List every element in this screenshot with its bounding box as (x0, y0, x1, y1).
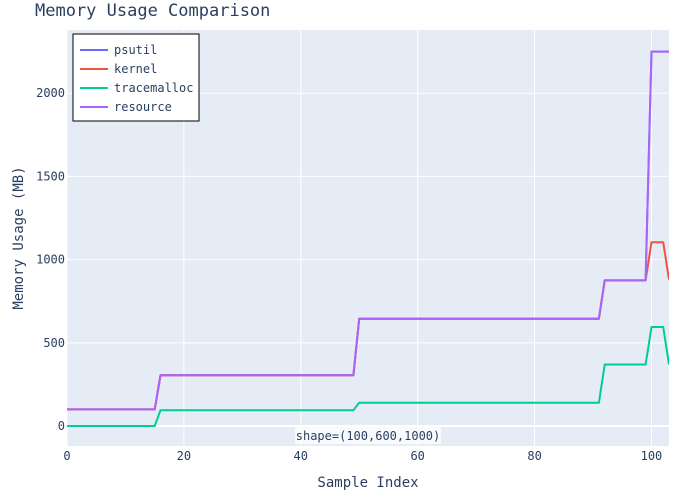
legend-item-kernel[interactable]: kernel (80, 62, 157, 76)
x-tick-label: 0 (63, 449, 70, 463)
grid-lines (66, 30, 669, 446)
y-tick-label: 2000 (36, 86, 65, 100)
x-axis-ticks: 0 20 40 60 80 100 (63, 449, 662, 463)
y-axis-ticks: 0 500 1000 1500 2000 (36, 86, 65, 433)
legend-item-tracemalloc[interactable]: tracemalloc (80, 81, 193, 95)
legend-item-psutil[interactable]: psutil (80, 43, 157, 57)
series-line-tracemalloc (67, 326, 669, 427)
y-tick-label: 0 (58, 419, 65, 433)
shape-annotation: shape=(100,600,1000) (295, 427, 441, 444)
series-line-resource (67, 50, 669, 411)
legend-label: resource (114, 100, 172, 114)
y-tick-label: 1500 (36, 169, 65, 183)
legend-label: kernel (114, 62, 157, 76)
legend-label: tracemalloc (114, 81, 193, 95)
y-tick-label: 500 (43, 336, 65, 350)
y-tick-label: 1000 (36, 253, 65, 267)
legend[interactable]: psutil kernel tracemalloc resource (72, 33, 200, 122)
x-tick-label: 60 (410, 449, 424, 463)
x-tick-label: 100 (641, 449, 663, 463)
x-tick-label: 20 (177, 449, 191, 463)
legend-label: psutil (114, 43, 157, 57)
legend-item-resource[interactable]: resource (80, 100, 172, 114)
x-tick-label: 80 (527, 449, 541, 463)
annotation-background (295, 427, 441, 444)
annotation-text: shape=(100,600,1000) (296, 429, 441, 443)
y-axis-label: Memory Usage (MB) (11, 166, 27, 309)
x-tick-label: 40 (294, 449, 308, 463)
series-lines (67, 50, 669, 427)
x-axis-label: Sample Index (317, 475, 418, 491)
chart-title: Memory Usage Comparison (35, 1, 270, 21)
